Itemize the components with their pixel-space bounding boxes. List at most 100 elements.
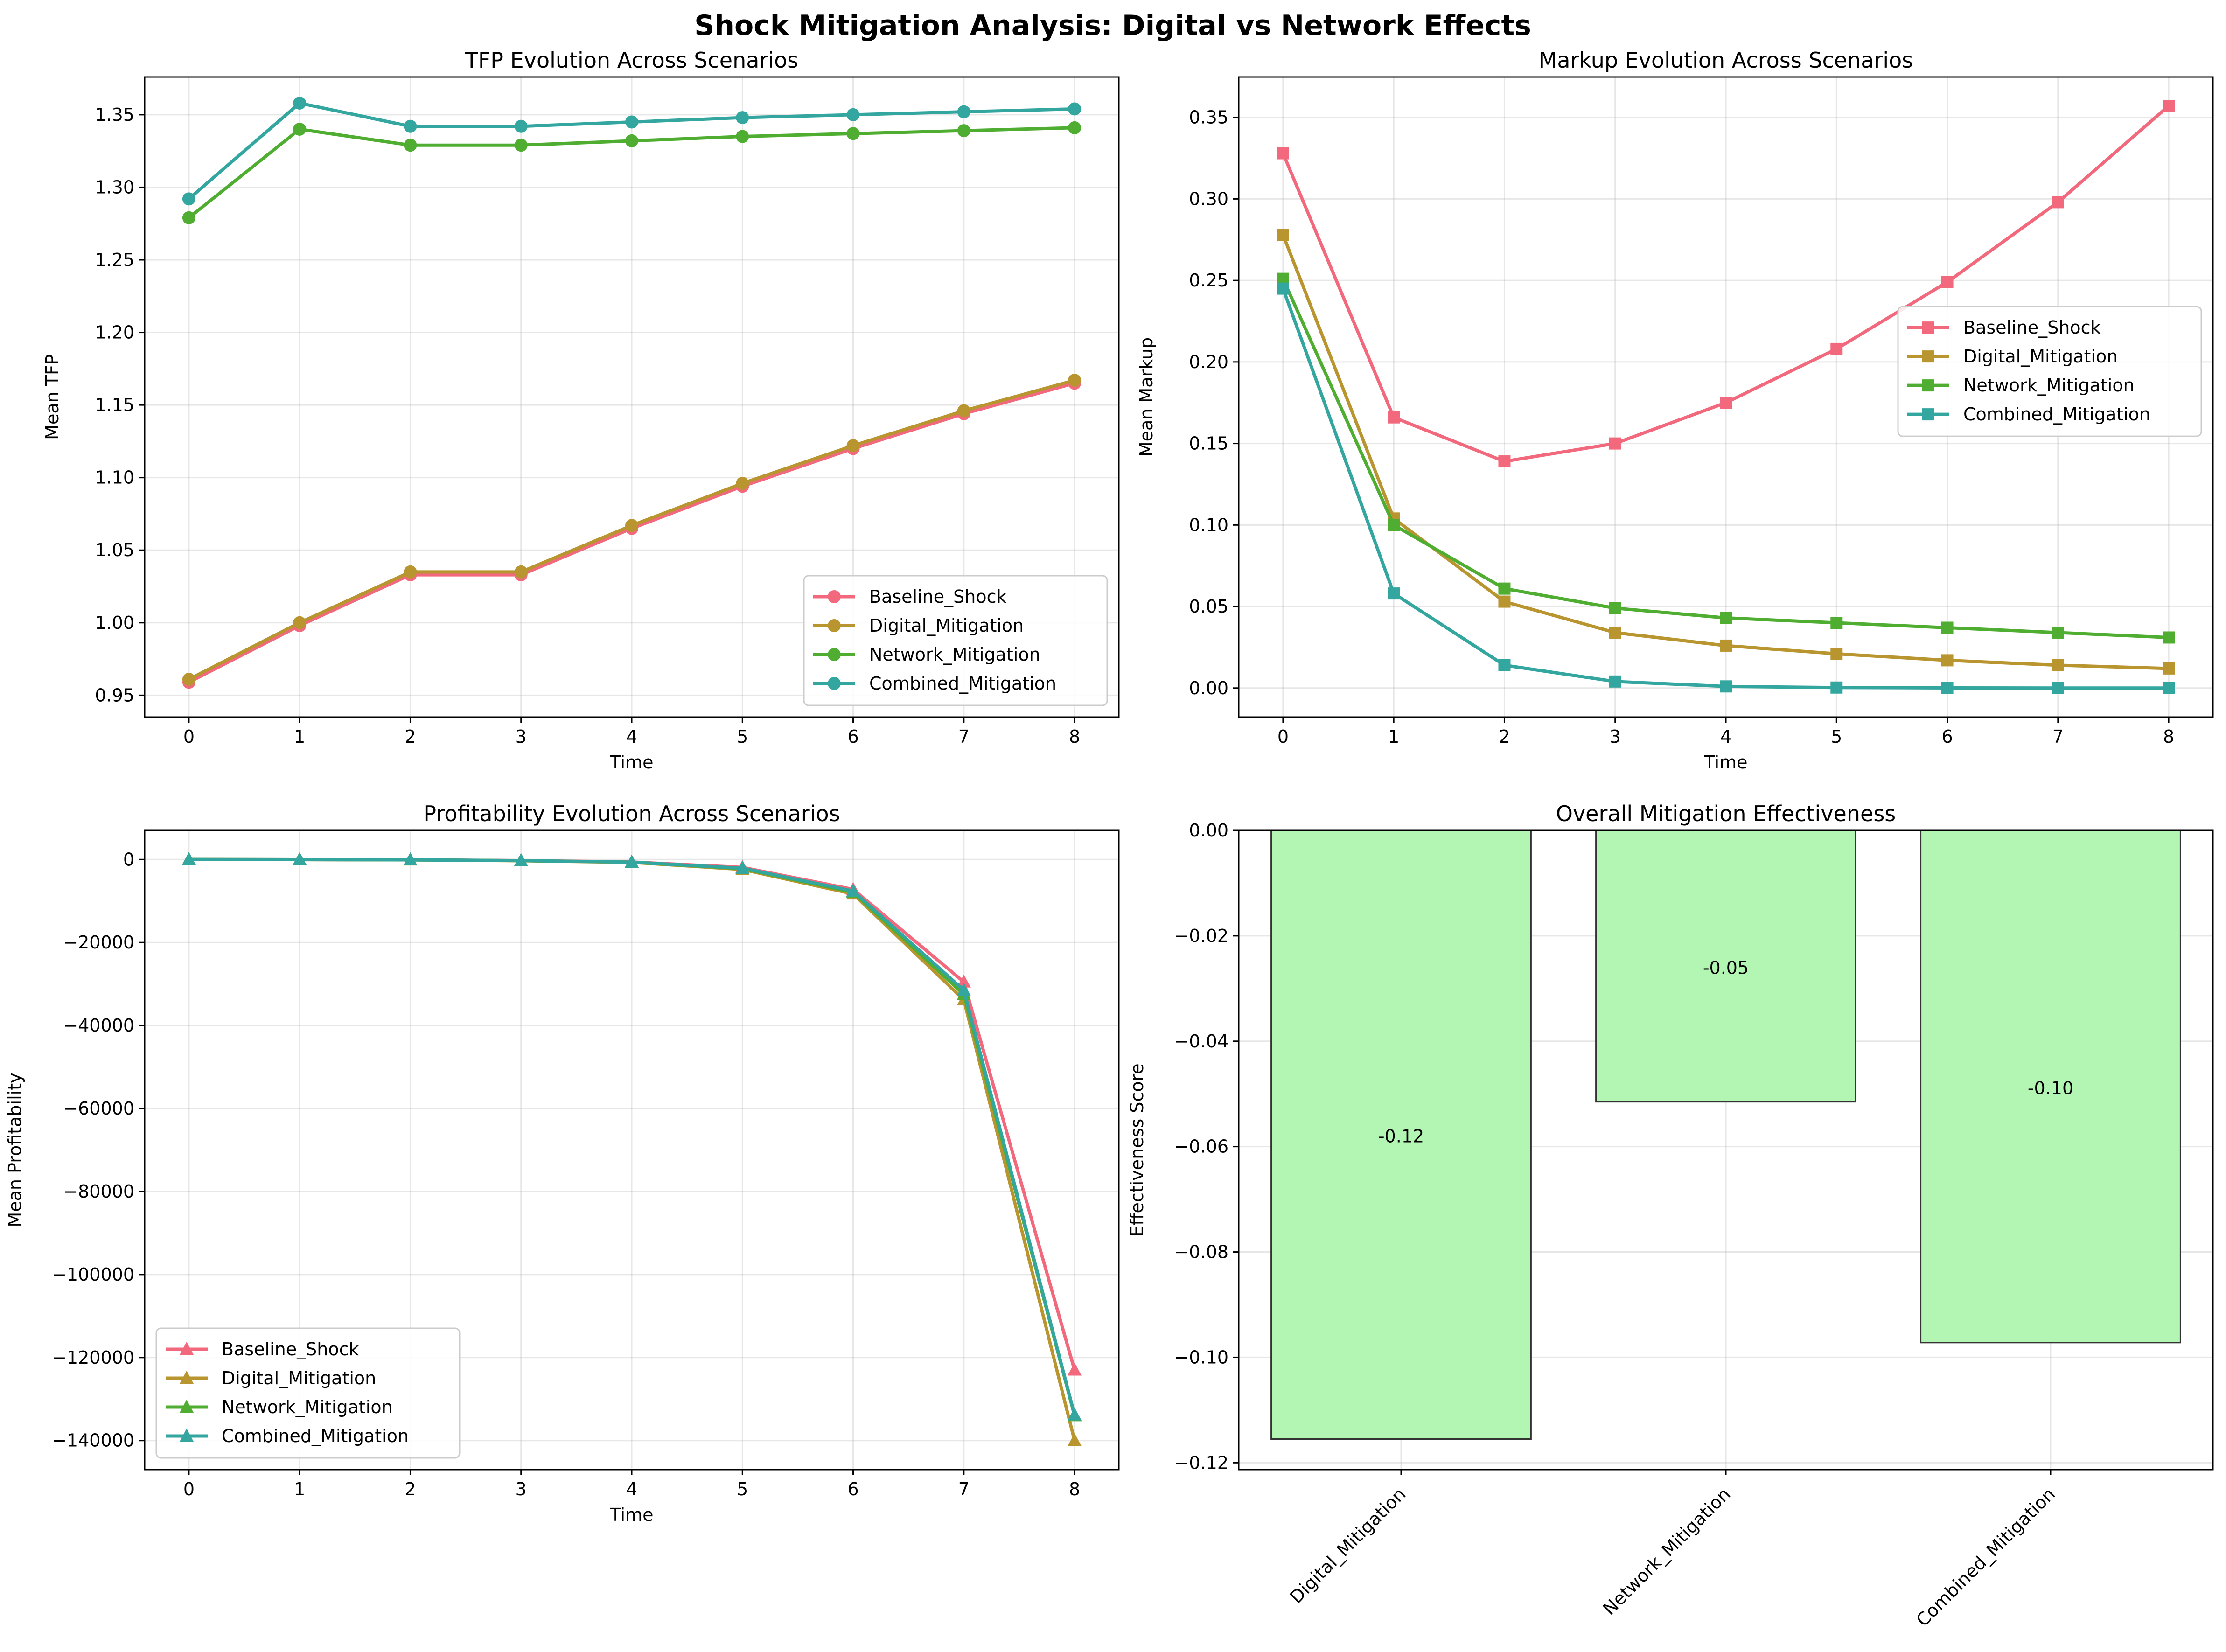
- x-tick-label: 3: [516, 1479, 527, 1499]
- data-point: [2052, 196, 2064, 209]
- x-tick-label: 7: [2052, 726, 2064, 747]
- y-tick-label: −80000: [63, 1181, 134, 1202]
- data-point: [1388, 411, 1400, 424]
- data-point: [182, 192, 195, 206]
- y-tick-label: −0.06: [1174, 1136, 1228, 1157]
- data-point: [1941, 621, 1954, 634]
- x-tick-label: 4: [1720, 726, 1731, 747]
- data-point: [293, 852, 307, 865]
- y-tick-label: −140000: [52, 1430, 134, 1451]
- data-point: [1068, 121, 1082, 134]
- y-tick-label: 1.10: [95, 467, 134, 488]
- data-point: [404, 119, 417, 133]
- legend-label: Digital_Mitigation: [1963, 346, 2118, 367]
- data-point: [1068, 1362, 1082, 1376]
- data-point: [957, 404, 970, 418]
- x-tick-label: 8: [1069, 726, 1080, 747]
- data-point: [1609, 626, 1621, 639]
- data-point: [956, 983, 971, 996]
- y-tick-label: 0.10: [1189, 515, 1228, 535]
- legend-label: Combined_Mitigation: [1963, 404, 2150, 425]
- data-point: [846, 108, 860, 121]
- legend-marker: [1922, 379, 1934, 392]
- y-tick-label: 1.25: [95, 250, 134, 270]
- x-tick-label: Digital_Mitigation: [1286, 1484, 1410, 1607]
- tfp-chart: 0 1 2 3 4 5 6 7 8 0.95 1.00 1.05 1.10 1.15 1.20 1.25 1.3…: [42, 48, 1120, 773]
- legend-marker: [1922, 350, 1934, 363]
- data-point: [1498, 455, 1511, 468]
- data-point: [1498, 595, 1511, 608]
- data-point: [182, 211, 195, 224]
- data-point: [1720, 680, 1732, 693]
- data-point: [1830, 648, 1843, 660]
- y-tick-label: −0.10: [1174, 1347, 1228, 1367]
- data-point: [957, 124, 970, 138]
- y-tick-label: 1.30: [95, 177, 134, 197]
- x-tick-label: 4: [626, 726, 637, 747]
- data-point: [846, 127, 860, 140]
- profitability-chart: 0 1 2 3 4 5 6 7 8 0 −20000 −40000 −60000 −80000 −10000…: [5, 801, 1120, 1525]
- legend-box: [803, 575, 1108, 706]
- legend-label: Network_Mitigation: [1963, 375, 2135, 396]
- legend-label: Baseline_Shock: [222, 1339, 359, 1359]
- x-tick-label: 7: [958, 726, 970, 747]
- data-point: [625, 854, 639, 868]
- legend-label: Baseline_Shock: [869, 586, 1006, 607]
- x-tick-label: 5: [737, 726, 748, 747]
- y-tick-label: 0.30: [1189, 188, 1228, 209]
- data-point: [2163, 631, 2175, 644]
- x-tick-label: 8: [1069, 1479, 1080, 1499]
- y-tick-label: −0.12: [1174, 1452, 1228, 1473]
- y-tick-label: −0.02: [1174, 926, 1228, 946]
- y-tick-label: 0.00: [1189, 678, 1228, 698]
- x-tick-label: 0: [1277, 726, 1289, 747]
- legend-marker: [1922, 321, 1934, 334]
- legend-marker: [828, 590, 841, 603]
- data-point: [1830, 342, 1843, 355]
- legend-box: [1897, 306, 2202, 437]
- data-point: [625, 115, 638, 129]
- data-point: [846, 439, 860, 453]
- y-tick-label: 1.20: [95, 322, 134, 343]
- x-tick-label: 6: [847, 1479, 858, 1499]
- x-tick-label: 1: [294, 1479, 305, 1499]
- x-axis-label: Time: [610, 752, 654, 773]
- data-point: [1068, 1433, 1082, 1446]
- legend-marker: [828, 677, 841, 690]
- y-tick-label: 0: [123, 849, 134, 870]
- legend-marker: [828, 648, 841, 661]
- y-tick-label: −120000: [52, 1347, 134, 1368]
- data-point: [1277, 282, 1289, 295]
- data-point: [736, 111, 749, 125]
- data-point: [2163, 682, 2175, 694]
- x-tick-label: 6: [1941, 726, 1953, 747]
- data-point: [1609, 602, 1621, 614]
- legend: Baseline_Shock Digital_Mitigation Network_…: [155, 1327, 461, 1459]
- data-point: [625, 519, 638, 532]
- data-point: [736, 130, 749, 143]
- y-tick-label: −0.04: [1174, 1031, 1228, 1052]
- data-point: [1498, 582, 1511, 595]
- x-tick-label: 1: [294, 726, 305, 747]
- data-point: [293, 97, 307, 110]
- legend-label: Digital_Mitigation: [869, 615, 1024, 636]
- data-point: [735, 860, 750, 874]
- markup-chart: 0 1 2 3 4 5 6 7 8 0.00 0.05 0.10 0.15 0.20 0.25 0.30 0.3…: [1136, 48, 2214, 773]
- legend-marker: [1922, 408, 1934, 421]
- legend-label: Combined_Mitigation: [869, 673, 1056, 694]
- legend: Baseline_Shock Digital_Mitigation Network_…: [803, 575, 1108, 706]
- x-tick-label: 3: [516, 726, 527, 747]
- effectiveness-bar-chart: -0.12 -0.05 -0.10 Digital_Mitigation Network…: [1127, 801, 2214, 1631]
- bar-digital-mitigation: [1270, 829, 1532, 1440]
- data-point: [1388, 587, 1400, 600]
- data-point: [514, 119, 528, 133]
- legend-label: Network_Mitigation: [869, 644, 1040, 665]
- data-point: [1277, 229, 1289, 241]
- data-point: [1941, 276, 1954, 288]
- data-point: [1609, 437, 1621, 450]
- data-point: [293, 123, 307, 136]
- x-tick-label: 6: [847, 726, 858, 747]
- data-point: [2052, 682, 2064, 694]
- x-tick-label: 2: [1499, 726, 1510, 747]
